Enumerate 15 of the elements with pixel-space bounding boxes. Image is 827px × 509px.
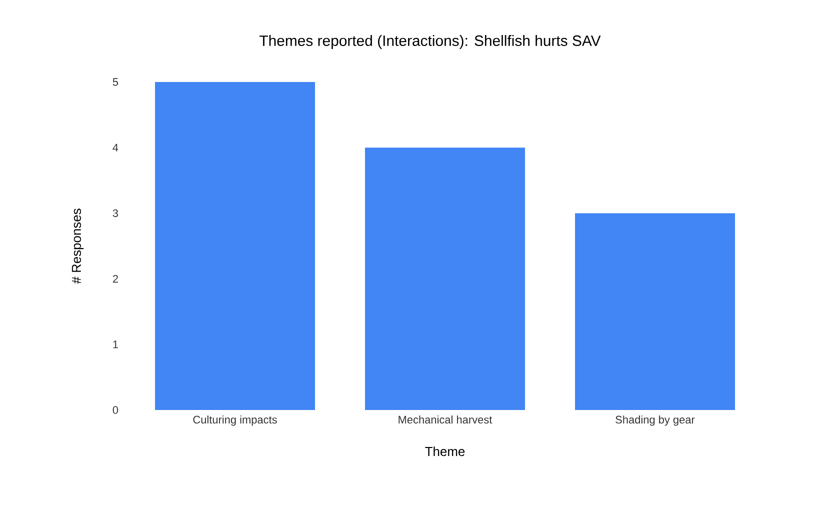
bar	[365, 148, 526, 410]
y-tick-label: 0	[112, 406, 118, 414]
bar	[575, 213, 736, 410]
x-tick-label: Culturing impacts	[193, 416, 277, 426]
y-axis-title: # Responses	[72, 208, 84, 284]
bar	[155, 82, 316, 410]
y-tick-label: 1	[113, 340, 118, 348]
y-tick-label: 3	[112, 209, 118, 218]
chart-title: Themes reported (Interactions): Shellfish hurts SAV	[260, 35, 601, 49]
x-tick-label: Shading by gear	[616, 416, 695, 426]
y-tick-label: 2	[112, 274, 118, 283]
y-tick-label: 4	[112, 144, 118, 152]
x-axis-title: Theme	[425, 446, 465, 456]
y-tick-label: 5	[112, 78, 118, 86]
x-tick-label: Mechanical harvest	[398, 416, 492, 424]
